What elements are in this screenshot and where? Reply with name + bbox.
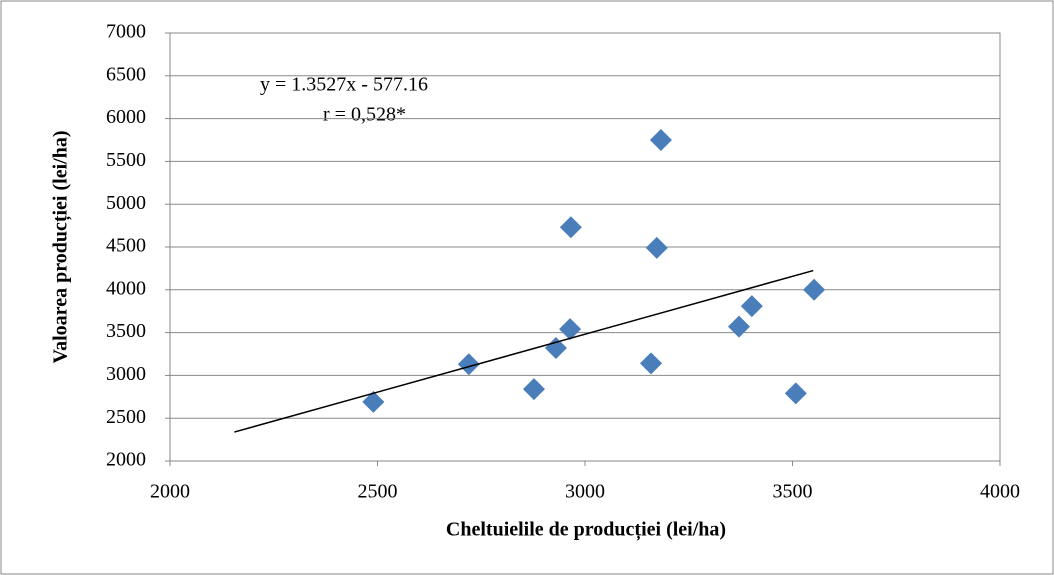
scatter-point [559,318,582,341]
y-tick-label: 6000 [106,106,146,128]
scatter-point [649,129,672,151]
x-axis-title: Cheltuielile de producției (lei/ha) [446,519,726,542]
x-tick-label: 2500 [358,481,398,503]
scatter-point [803,278,826,301]
y-tick-label: 3500 [106,320,146,342]
x-tick-label: 4000 [980,481,1020,503]
y-tick-label: 5500 [106,149,146,171]
scatter-point [362,390,385,413]
y-tick-label: 7000 [106,21,146,43]
x-tick-label: 2000 [150,481,190,503]
x-tick-label: 3500 [773,481,813,503]
scatter-point [740,295,763,318]
scatter-point [457,353,480,376]
scatter-point [559,216,582,239]
y-tick-label: 3000 [106,363,146,385]
y-tick-label: 4000 [106,277,146,299]
scatter-point [727,315,750,338]
x-tick-label: 3000 [565,481,605,503]
y-tick-label: 6500 [106,63,146,85]
correlation-annotation: r = 0,528* [323,104,406,126]
trendline [234,269,814,433]
y-tick-label: 4500 [106,235,146,257]
plot-area [169,32,1001,462]
y-tick-label: 2500 [106,406,146,428]
y-tick-label: 2000 [106,449,146,471]
scatter-point [639,352,662,375]
scatter-point [544,337,567,360]
scatter-point [784,382,807,405]
y-tick-label: 5000 [106,192,146,214]
scatter-point [522,378,545,401]
y-axis-title: Valoarea producției (lei/ha) [50,131,73,364]
scatter-point [645,236,668,259]
equation-annotation: y = 1.3527x - 577.16 [260,74,428,96]
